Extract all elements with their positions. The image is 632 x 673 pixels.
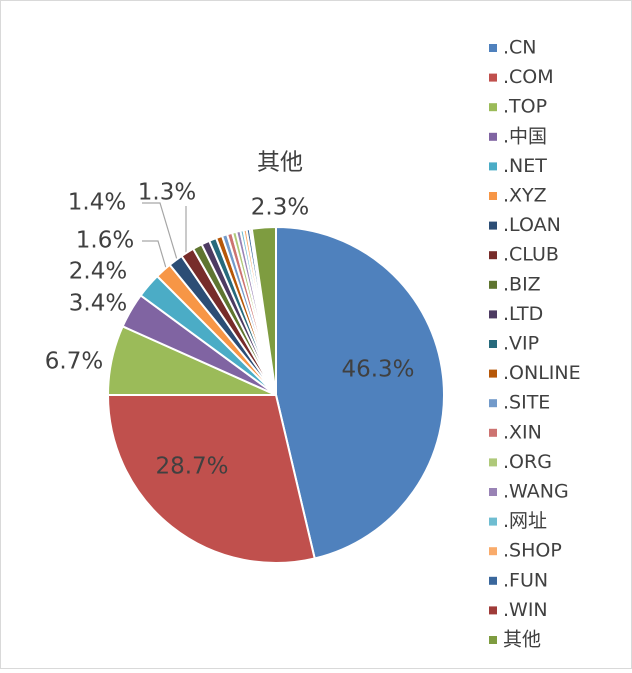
legend-swatch: [489, 488, 497, 496]
legend-swatch: [489, 428, 497, 437]
legend-swatch: [489, 310, 497, 319]
data-label: 2.3%: [251, 195, 309, 221]
legend-label: 其他: [503, 629, 541, 651]
legend-label: .BIZ: [503, 273, 541, 295]
legend-swatch: [489, 73, 497, 82]
pie-slice: [106, 394, 316, 564]
legend-label: .中国: [503, 125, 547, 147]
legend-label: .LOAN: [503, 214, 561, 236]
data-label: 2.4%: [69, 259, 127, 285]
legend-label: .ONLINE: [503, 362, 581, 384]
legend-label: .WANG: [503, 481, 569, 503]
leader-line: [142, 202, 179, 264]
legend-label: .VIP: [503, 333, 539, 355]
leader-lines: [142, 202, 187, 269]
legend-swatch: [489, 517, 497, 526]
data-label: 3.4%: [69, 291, 127, 317]
legend-swatch: [489, 132, 497, 141]
legend-label: .WIN: [503, 599, 548, 621]
legend-label: .XYZ: [503, 185, 547, 207]
legend-swatch: [489, 221, 497, 230]
leader-line: [142, 240, 167, 269]
pie-slice: [275, 225, 445, 560]
legend-swatch: [489, 103, 497, 112]
legend-swatch: [489, 162, 497, 171]
legend-swatch: [489, 636, 497, 644]
legend-swatch: [489, 44, 497, 52]
data-label: 46.3%: [341, 357, 414, 383]
legend-swatch: [489, 458, 497, 467]
legend-swatch: [489, 576, 497, 585]
legend-label: .SITE: [503, 392, 550, 414]
legend-swatch: [489, 369, 497, 378]
legend-label: .CN: [503, 37, 537, 59]
legend-label: .FUN: [503, 569, 548, 591]
data-label: 1.6%: [76, 228, 134, 254]
legend-label: .SHOP: [503, 540, 562, 562]
data-label-category: 其他: [257, 150, 303, 176]
legend-label: .LTD: [503, 303, 543, 325]
legend-label: .ORG: [503, 451, 552, 473]
legend-swatch: [489, 399, 497, 408]
pie-slice: [250, 225, 277, 396]
legend-label: .CLUB: [503, 244, 559, 266]
data-label: 1.3%: [138, 180, 196, 206]
legend-label: .网址: [503, 510, 547, 532]
data-label: 1.4%: [68, 190, 126, 216]
legend-swatch: [489, 251, 497, 260]
data-label: 28.7%: [155, 454, 228, 480]
legend-label: .TOP: [503, 96, 547, 118]
legend-swatch: [489, 280, 497, 289]
legend-swatch: [489, 547, 497, 556]
legend-swatch: [489, 606, 497, 615]
legend-swatch: [489, 192, 497, 200]
legend-label: .NET: [503, 155, 547, 177]
data-label: 6.7%: [45, 349, 103, 375]
legend-label: .COM: [503, 66, 554, 88]
legend-swatch: [489, 340, 497, 348]
legend-label: .XIN: [503, 421, 542, 443]
